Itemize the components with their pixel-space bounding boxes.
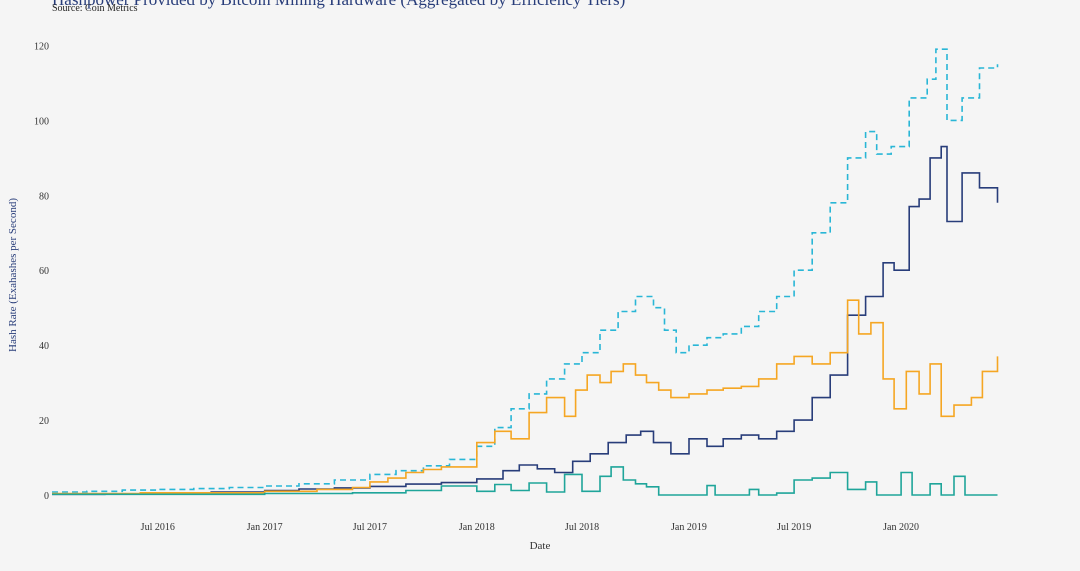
x-tick-label: Jul 2019 [777,522,811,533]
x-tick-label: Jul 2016 [141,522,175,533]
y-axis: 0 20 40 60 80 100 120 [34,41,49,502]
chart-source: Source: Coin Metrics [52,3,138,14]
x-tick-label: Jan 2018 [459,522,495,533]
series-line-4 [52,466,998,496]
x-tick-label: Jan 2019 [671,522,707,533]
series-line-1 [52,48,999,493]
y-tick-label: 120 [34,41,49,52]
series-line-3 [52,299,999,495]
x-tick-label: Jul 2017 [353,522,387,533]
x-tick-label: Jan 2017 [247,522,283,533]
y-axis-label: Hash Rate (Exahashes per Second) [7,198,19,352]
y-tick-label: 40 [39,341,49,352]
x-axis: Jul 2016 Jan 2017 Jul 2017 Jan 2018 Jul 2018… [141,522,919,533]
x-axis-label: Date [530,540,551,552]
series-layer [52,48,999,496]
y-tick-label: 20 [39,416,49,427]
x-tick-label: Jul 2018 [565,522,599,533]
y-tick-label: 0 [44,491,49,502]
y-tick-label: 80 [39,191,49,202]
y-tick-label: 60 [39,266,49,277]
x-tick-label: Jan 2020 [883,522,919,533]
chart-title: Hashpower Provided by Bitcoin Mining Har… [52,0,625,10]
series-line-2 [52,145,999,496]
y-tick-label: 100 [34,116,49,127]
